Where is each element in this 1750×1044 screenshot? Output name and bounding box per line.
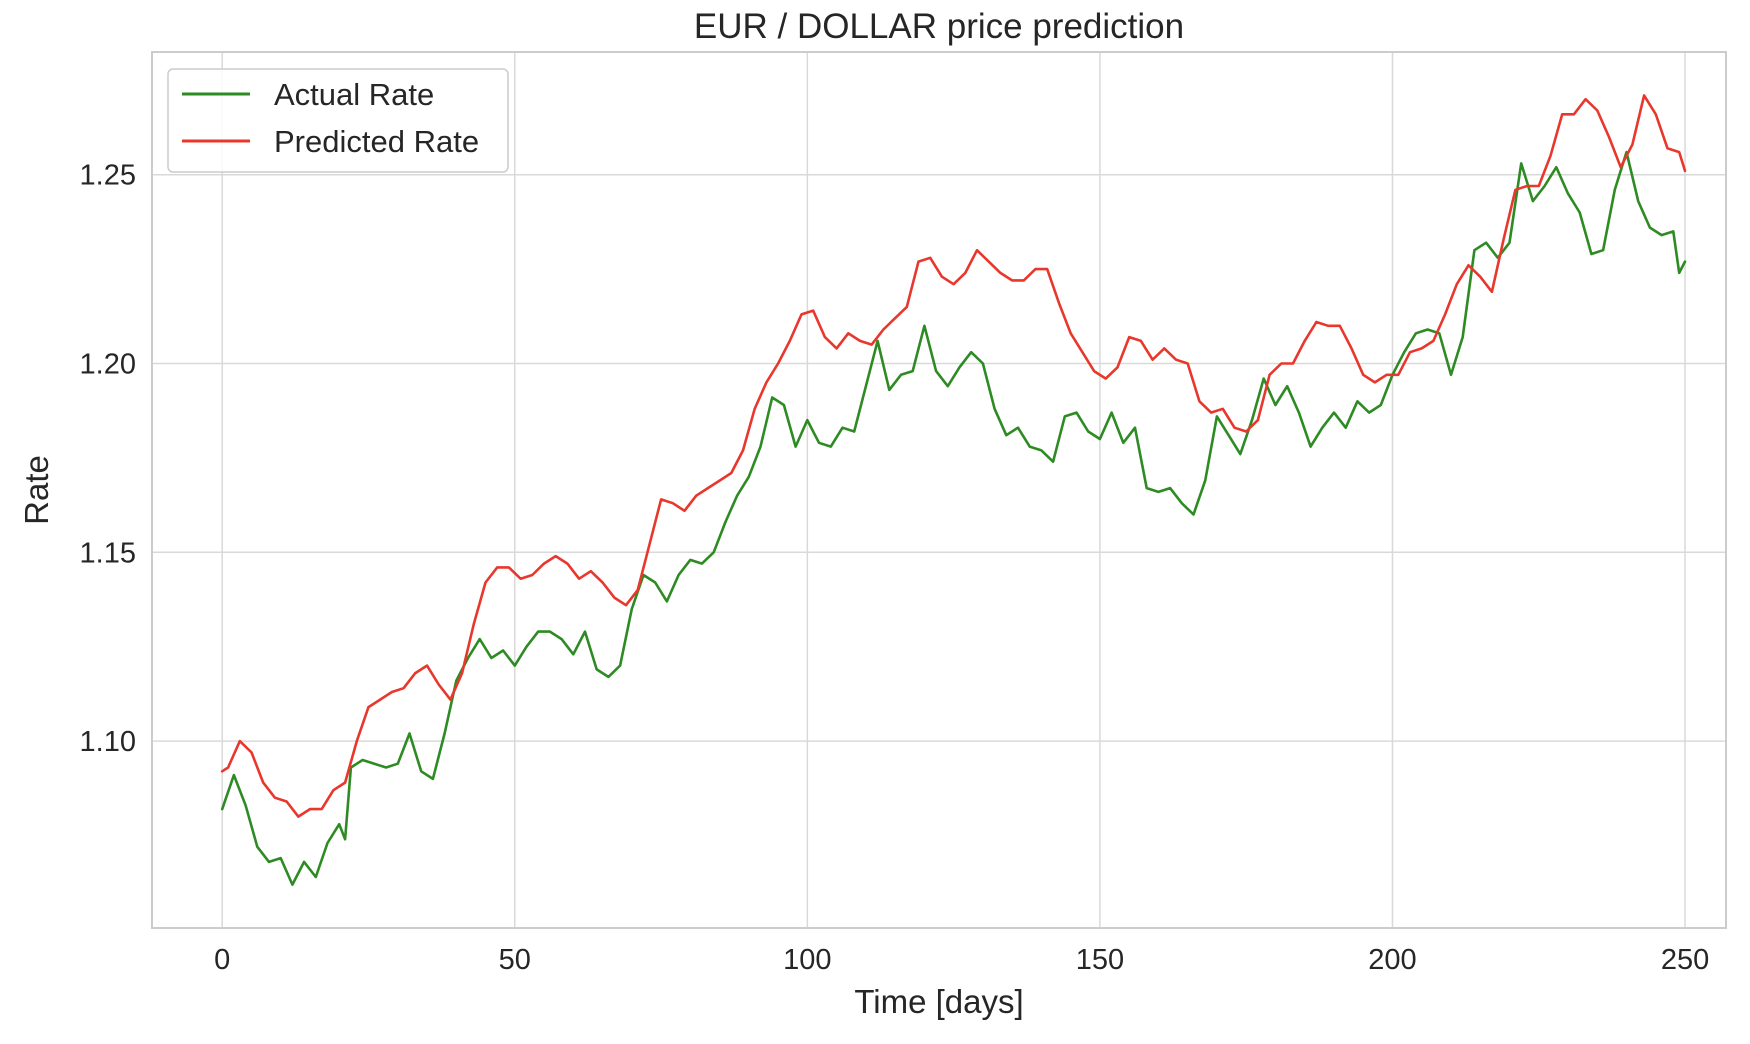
x-axis-label: Time [days] [854,983,1023,1020]
plot-frame [151,51,1727,929]
x-tick-label: 200 [1368,944,1416,976]
y-axis-label: Rate [18,455,55,525]
x-tick-label: 100 [783,944,831,976]
legend-label-actual-rate: Actual Rate [274,77,434,112]
grid-lines [152,52,1726,928]
x-tick-label: 150 [1076,944,1124,976]
x-tick-label: 50 [499,944,531,976]
tick-labels: 0 50 100 150 200 250 1.10 1.15 1.20 1.25 [80,160,1710,976]
legend: Actual Rate Predicted Rate [167,68,509,173]
series-line-predicted-rate [220,94,1687,818]
chart-title: EUR / DOLLAR price prediction [694,7,1184,46]
series-line-actual-rate [220,150,1687,886]
y-tick-label: 1.10 [80,726,136,758]
legend-label-predicted-rate: Predicted Rate [274,124,479,159]
x-tick-label: 250 [1661,944,1709,976]
x-tick-label: 0 [214,944,230,976]
y-tick-label: 1.20 [80,349,136,381]
plot-area-background [152,52,1726,928]
legend-box [167,68,509,173]
y-tick-label: 1.25 [80,160,136,192]
y-tick-label: 1.15 [80,537,136,569]
series-lines [220,94,1687,886]
